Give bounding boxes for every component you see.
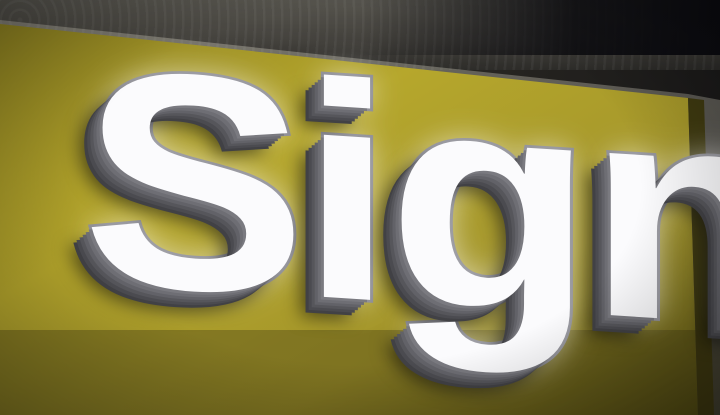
sign-text: Sign bbox=[79, 0, 720, 394]
wall-shadow bbox=[360, 0, 720, 55]
board-face bbox=[0, 24, 698, 415]
